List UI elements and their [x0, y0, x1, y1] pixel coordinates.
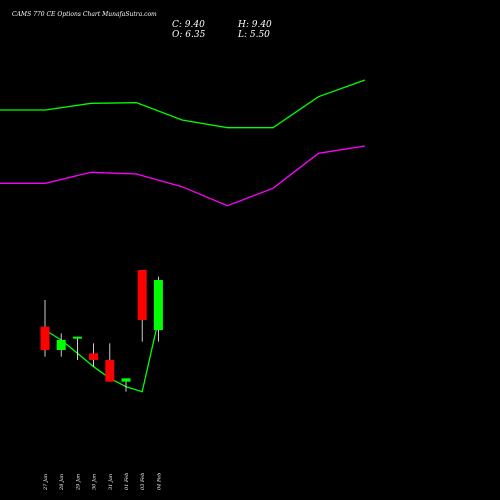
open-value: O: 6.35: [172, 30, 206, 40]
indicator-bands: [0, 79, 366, 393]
candle: [153, 276, 163, 342]
x-tick-label: 28 Jan: [59, 474, 65, 491]
x-axis-ticks: 27 Jan 28 Jan 29 Jan 30 Jan 31 Jan 01 Feb 03 F…: [43, 473, 162, 491]
candle: [137, 270, 147, 342]
candle-body: [56, 340, 66, 350]
x-tick-label: 04 Feb: [156, 473, 162, 490]
candle-body: [153, 280, 163, 330]
candle-body: [105, 360, 115, 382]
candle: [121, 378, 131, 392]
x-tick-label: 30 Jan: [92, 474, 98, 490]
candle: [40, 300, 50, 357]
candles: [40, 270, 163, 392]
candle-body: [89, 353, 99, 360]
chart-title: CAMS 770 CE Options Chart MunafaSutra.co…: [12, 11, 157, 18]
x-tick-label: 29 Jan: [75, 474, 81, 491]
candle: [105, 343, 115, 382]
candle-body: [121, 378, 131, 382]
high-value: H: 9.40: [237, 20, 272, 30]
x-tick-label: 31 Jan: [108, 474, 114, 490]
candle: [56, 333, 66, 357]
x-tick-label: 27 Jan: [43, 474, 49, 491]
low-value: L: 5.50: [237, 30, 270, 40]
x-tick-label: 01 Feb: [124, 473, 130, 490]
candle-body: [72, 336, 82, 339]
candle-body: [137, 270, 147, 320]
candle: [89, 343, 99, 367]
band-line-1: [0, 145, 366, 207]
x-tick-label: 03 Feb: [140, 473, 146, 490]
candle: [72, 336, 82, 360]
close-value: C: 9.40: [172, 20, 205, 30]
band-line-0: [0, 79, 366, 129]
candle-body: [40, 326, 50, 350]
band-line-2: [44, 319, 160, 393]
